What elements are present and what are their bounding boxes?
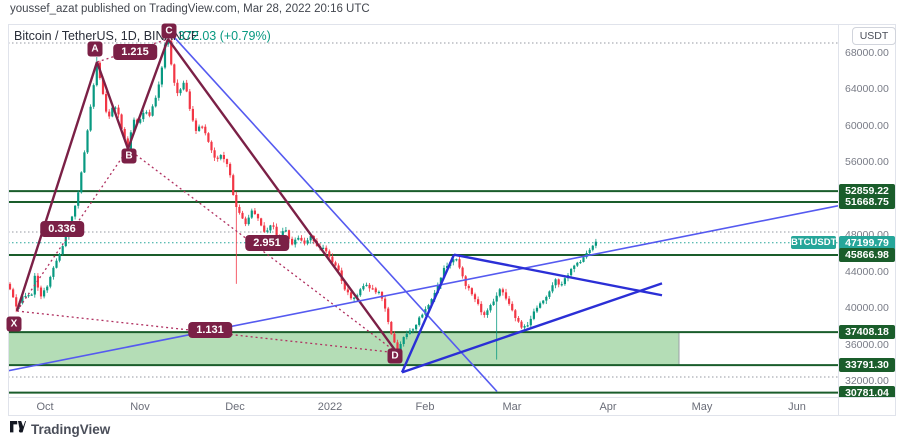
pattern-point-label-b: B <box>121 148 137 164</box>
time-axis-label: 2022 <box>317 401 343 413</box>
price-axis[interactable]: 68000.0064000.0060000.0056000.0048000.00… <box>838 24 900 397</box>
price-tick: 32000.00 <box>845 375 889 388</box>
fib-ratio-label: 0.336 <box>40 221 84 237</box>
level-price-badge: 37408.18 <box>839 325 895 340</box>
level-price-badge: 45866.98 <box>839 247 895 262</box>
time-axis-label: May <box>691 401 713 413</box>
time-axis-label: Oct <box>36 401 54 413</box>
tradingview-logo-text: TradingView <box>31 421 111 437</box>
level-price-badge: 33791.30 <box>839 358 895 373</box>
pattern-point-label-x: X <box>6 316 22 332</box>
time-axis-label: Dec <box>225 401 245 413</box>
pattern-point-label-a: A <box>87 41 103 57</box>
price-tick: 68000.00 <box>845 47 889 59</box>
level-price-badge: 51668.75 <box>839 195 895 209</box>
price-tick: 44000.00 <box>845 265 889 278</box>
symbol-price-tag: BTCUSDT <box>791 236 837 250</box>
time-axis-label: Apr <box>599 401 617 413</box>
pattern-point-label-c: C <box>161 23 177 39</box>
level-price-badge: 52859.22 <box>839 184 895 199</box>
symbol-title[interactable]: Bitcoin / TetherUS, 1D, BINANCE <box>14 29 200 43</box>
publish-header: youssef_azat published on TradingView.co… <box>10 3 370 15</box>
currency-toggle-button[interactable]: USDT <box>852 27 896 45</box>
time-axis-label: Jun <box>788 401 806 413</box>
price-tick: 64000.00 <box>845 83 889 96</box>
pattern-point-label-d: D <box>387 348 403 364</box>
price-change-text: 372.03 (+0.79%) <box>178 29 271 43</box>
fib-ratio-label: 1.215 <box>113 44 157 60</box>
fib-ratio-label: 2.951 <box>245 235 289 251</box>
price-tick: 60000.00 <box>845 119 889 132</box>
price-tick: 56000.00 <box>845 156 889 169</box>
tradingview-logo[interactable]: TradingView <box>10 420 110 438</box>
tradingview-glyph-icon <box>10 420 26 438</box>
time-axis-label: Nov <box>130 401 150 413</box>
fib-ratio-label: 1.131 <box>188 322 232 338</box>
time-axis-label: Feb <box>415 401 435 413</box>
time-axis-label: Mar <box>502 401 522 413</box>
price-tick: 36000.00 <box>845 338 889 351</box>
level-price-badge: 30781.04 <box>839 385 895 397</box>
price-tick: 40000.00 <box>845 302 889 315</box>
last-price-badge: 47199.79 <box>839 235 895 250</box>
